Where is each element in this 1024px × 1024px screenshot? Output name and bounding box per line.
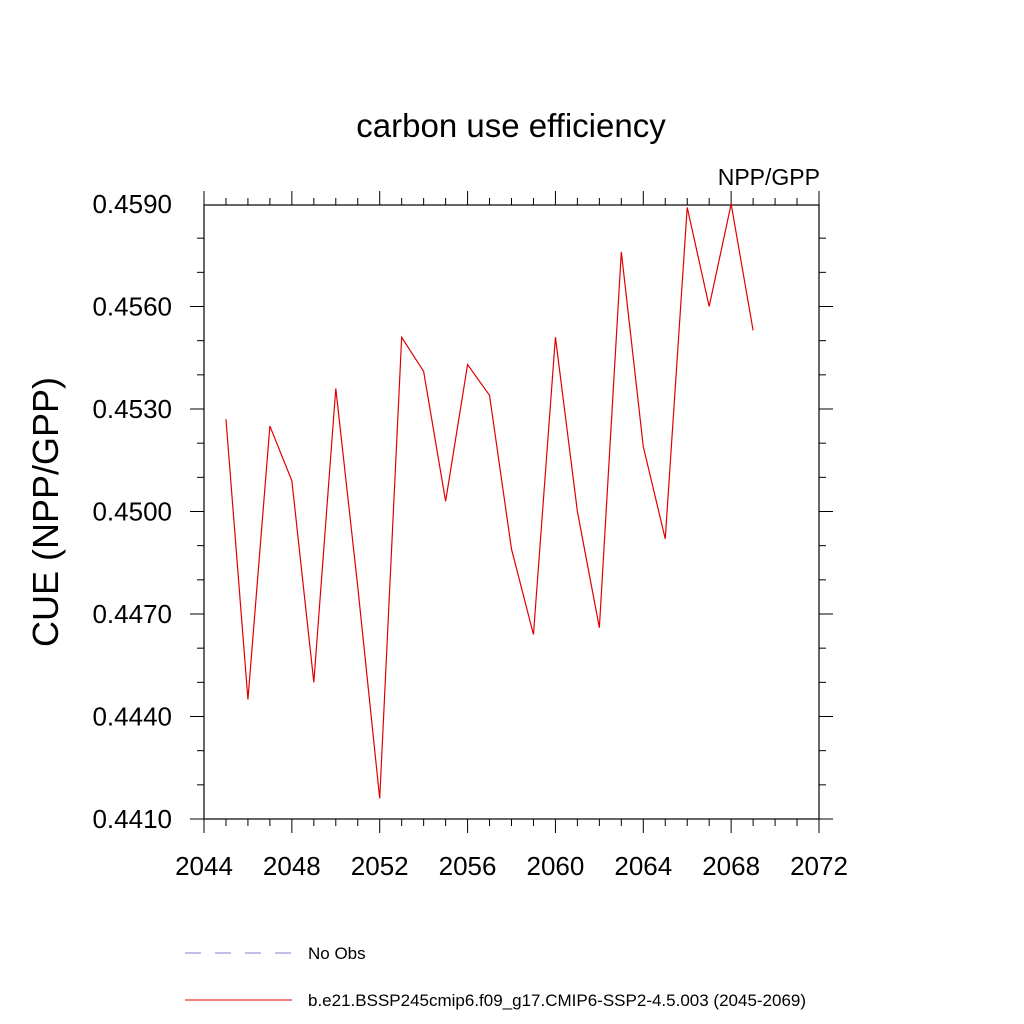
- x-tick-label: 2048: [263, 851, 321, 881]
- legend-label: No Obs: [308, 944, 366, 963]
- x-tick-label: 2064: [614, 851, 672, 881]
- tick-labels: 2044 2048 2052 2056 2060 2064 2068 2072 0.4410 0.…: [92, 189, 847, 881]
- y-tick-label: 0.4530: [92, 394, 172, 424]
- y-axis-label: CUE (NPP/GPP): [25, 377, 66, 647]
- x-tick-label: 2044: [175, 851, 233, 881]
- x-tick-label: 2072: [790, 851, 848, 881]
- y-tick-label: 0.4470: [92, 599, 172, 629]
- y-tick-label: 0.4560: [92, 292, 172, 322]
- legend-label: b.e21.BSSP245cmip6.f09_g17.CMIP6-SSP2-4.…: [308, 991, 806, 1010]
- x-tick-label: 2060: [527, 851, 585, 881]
- x-tick-label: 2068: [702, 851, 760, 881]
- series-line-0: [225, 203, 754, 799]
- series-lines: [225, 203, 754, 799]
- legend: No Obs b.e21.BSSP245cmip6.f09_g17.CMIP6-S…: [185, 944, 806, 1010]
- x-tick-label: 2056: [439, 851, 497, 881]
- y-tick-label: 0.4410: [92, 804, 172, 834]
- y-tick-label: 0.4590: [92, 189, 172, 219]
- plot-frame: [203, 204, 820, 820]
- chart-title: carbon use efficiency: [356, 107, 666, 144]
- chart-subtitle: NPP/GPP: [718, 164, 820, 190]
- x-tick-label: 2052: [351, 851, 409, 881]
- y-tick-label: 0.4440: [92, 702, 172, 732]
- y-tick-label: 0.4500: [92, 497, 172, 527]
- axis-ticks: [190, 191, 833, 833]
